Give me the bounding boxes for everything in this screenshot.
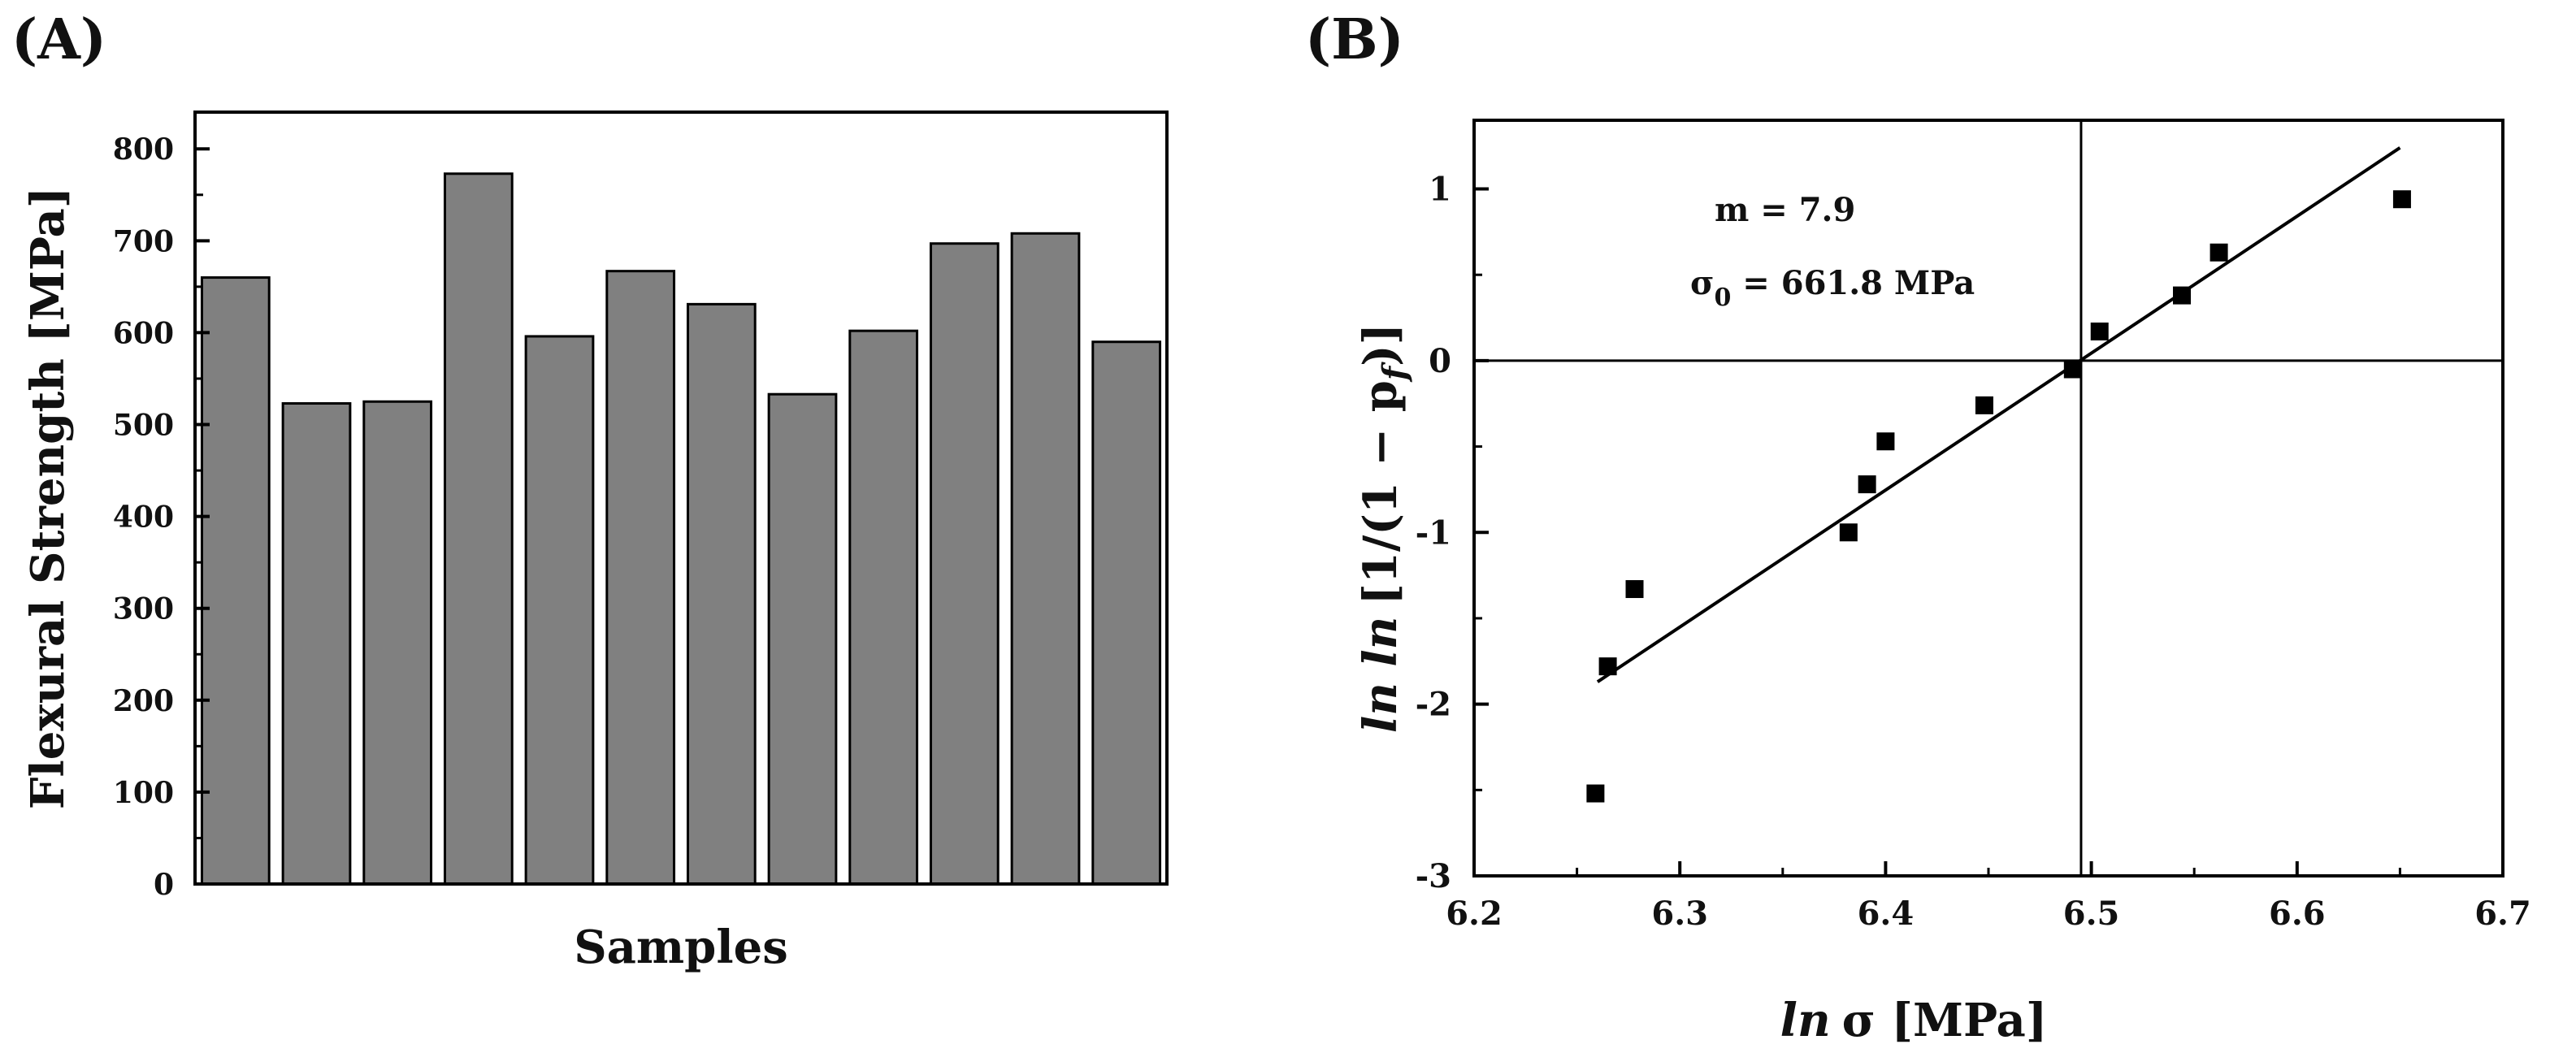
panel-a-frame (193, 110, 1169, 886)
panel-b-fit-line (1596, 146, 2401, 683)
panel-b-label: (B) (1305, 7, 1404, 72)
x-tick-label: 6.5 (2063, 895, 2120, 933)
bar-sample-12 (1091, 340, 1162, 886)
panel-a-bar-chart: (A) Flexural Strength [MPa] Samples 0 100… (11, 7, 1169, 974)
data-point-2 (1598, 657, 1617, 676)
bar-sample-7 (686, 302, 757, 886)
y-tick-label: -1 (1416, 514, 1451, 552)
data-point-4 (1839, 523, 1858, 542)
bar-sample-11 (1010, 232, 1081, 886)
panel-b-reference-lines (1474, 120, 2503, 876)
panel-a-y-axis-label: Flexural Strength [MPa] (21, 187, 75, 810)
x-tick-label: 6.3 (1651, 895, 1708, 933)
y-tick-label: 0 (154, 868, 174, 902)
panel-b-data-points (1586, 190, 2411, 803)
panel-b-frame (1472, 119, 2504, 878)
y-tick-label: 1 (1429, 171, 1451, 209)
y-tick-label: 500 (113, 409, 174, 443)
bar-sample-6 (605, 270, 676, 886)
y-tick-label: -3 (1416, 857, 1451, 895)
panel-a-label: (A) (11, 7, 106, 72)
y-tick-label: 100 (113, 776, 174, 810)
x-tick-label: 6.4 (1858, 895, 1915, 933)
panel-b-x-axis-label: ln σ [MPa] (1780, 994, 2048, 1047)
bar-sample-2 (281, 402, 352, 886)
y-tick-label: -2 (1416, 686, 1451, 724)
data-point-7 (1975, 396, 1993, 414)
panel-a-axes (193, 110, 1169, 886)
y-label-end: )] (1354, 323, 1407, 366)
bar-sample-9 (848, 329, 919, 886)
data-point-11 (2210, 243, 2228, 262)
x-label-rest: σ [MPa] (1842, 994, 2048, 1047)
y-tick-label: 600 (113, 316, 174, 350)
x-tick-label: 6.7 (2474, 895, 2531, 933)
y-tick-label: 200 (113, 684, 174, 718)
data-point-10 (2173, 286, 2192, 305)
y-tick-label: 300 (113, 592, 174, 626)
panel-a-x-axis-label: Samples (574, 921, 788, 974)
panel-b-annotation-m: m = 7.9 (1715, 191, 1855, 229)
x-tick-label: 6.2 (1446, 895, 1503, 933)
panel-b-axes (1472, 119, 2504, 878)
data-point-12 (2392, 190, 2411, 209)
panel-b-y-axis-label: ln ln[1/(1 − pf)] (1354, 323, 1414, 733)
panel-a-y-ticks: 0 100 200 300 400 500 600 700 800 (113, 132, 210, 902)
bar-sample-3 (362, 400, 433, 886)
y-tick-label: 800 (113, 132, 174, 167)
data-point-5 (1858, 475, 1876, 494)
data-point-9 (2090, 322, 2109, 340)
panel-b-x-ticks: 6.2 6.3 6.4 6.5 6.6 6.7 (1446, 861, 2531, 933)
panel-a-bars (200, 172, 1162, 886)
panel-b-y-ticks: -3 -2 -1 0 1 (1416, 171, 1489, 895)
bar-sample-5 (524, 335, 595, 886)
sigma-symbol: σ (1690, 264, 1715, 302)
sigma-subscript: 0 (1715, 284, 1732, 312)
x-tick-label: 6.6 (2269, 895, 2326, 933)
panel-b-annotation-sigma: σ0 = 661.8 MPa (1690, 264, 1975, 312)
bar-sample-10 (929, 242, 1000, 886)
bar-sample-8 (767, 392, 838, 886)
y-tick-label: 400 (113, 500, 174, 535)
sigma-value: = 661.8 MPa (1731, 264, 1975, 302)
y-tick-label: 0 (1429, 342, 1451, 380)
bar-sample-4 (443, 172, 514, 886)
data-point-3 (1625, 580, 1644, 599)
y-tick-label: 700 (113, 224, 174, 258)
y-label-rest: [1/(1 − p (1354, 380, 1407, 604)
bar-sample-1 (200, 276, 271, 886)
x-label-ln: ln (1780, 994, 1831, 1047)
data-point-8 (2063, 360, 2082, 379)
data-point-6 (1876, 432, 1895, 451)
panel-b-weibull-plot: (B) 6.2 6.3 6.4 6.5 6.6 6.7 -3-2-101 m = 7.9 … (1305, 7, 2531, 1047)
data-point-1 (1586, 784, 1605, 803)
y-label-lnln: ln ln (1354, 617, 1407, 733)
